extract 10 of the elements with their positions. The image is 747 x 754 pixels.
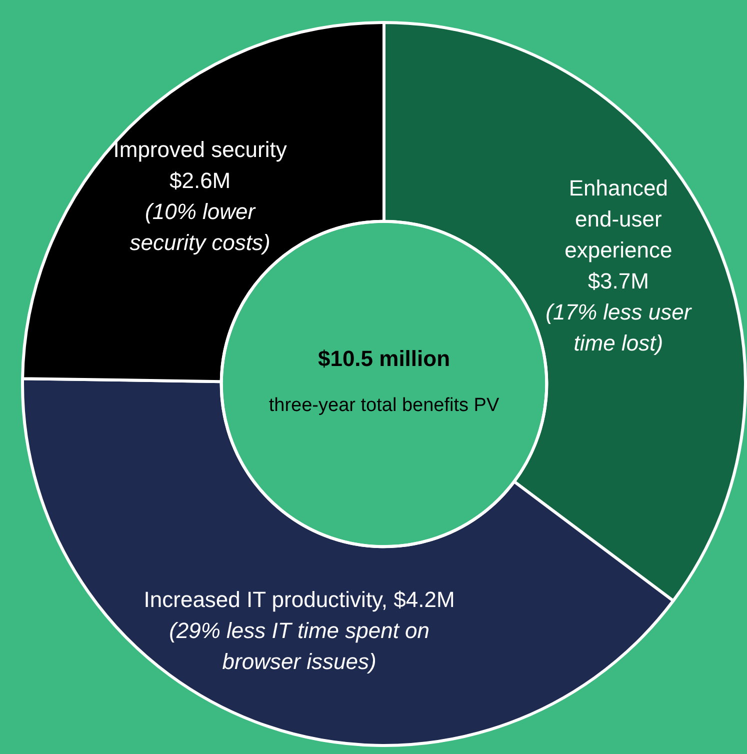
text: three-year total benefits PV bbox=[268, 395, 500, 416]
data-label: $3.7M bbox=[588, 268, 649, 294]
text: (10% lower security costs) bbox=[130, 198, 270, 255]
text: (17% less user time lost) bbox=[546, 299, 693, 356]
data-label: $2.6M bbox=[169, 168, 231, 193]
text: (29% less IT time spent on browser issues) bbox=[169, 618, 430, 674]
text: $10.5 million bbox=[318, 346, 450, 372]
slice-label: Increased IT productivity, $4.2M bbox=[144, 587, 455, 612]
slice-label: Enhanced end-user experience bbox=[564, 175, 672, 262]
slice-label: Improved security bbox=[113, 136, 287, 162]
